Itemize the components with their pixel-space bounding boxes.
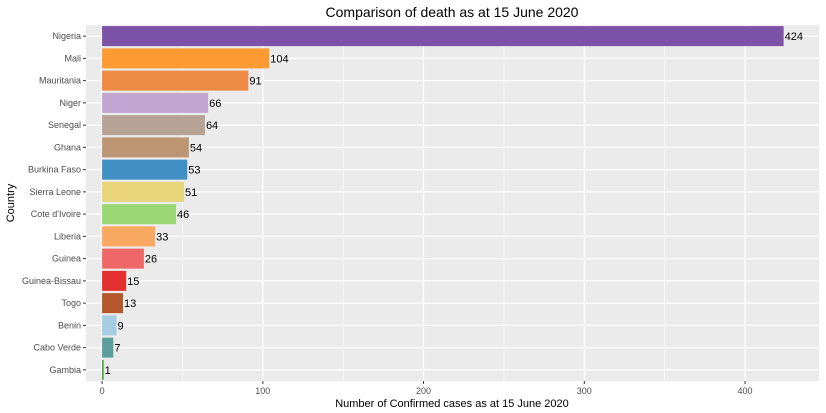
- y-tick-label: Cote d'Ivoire: [31, 209, 81, 219]
- y-tick-label: Togo: [61, 298, 81, 308]
- data-label: 15: [127, 276, 139, 288]
- y-tick-label: Benin: [58, 320, 81, 330]
- bar: [102, 159, 188, 180]
- y-axis-title: Country: [5, 183, 17, 222]
- chart-title: Comparison of death as at 15 June 2020: [326, 4, 579, 20]
- y-tick-label: Liberia: [54, 231, 81, 241]
- data-label: 51: [185, 187, 197, 199]
- bar: [102, 70, 249, 91]
- bar: [102, 337, 114, 358]
- bar: [102, 270, 127, 291]
- x-tick-label: 200: [416, 386, 431, 396]
- data-label: 54: [190, 142, 202, 154]
- bar: [102, 92, 209, 113]
- x-axis-title: Number of Confirmed cases as at 15 June …: [335, 398, 569, 410]
- x-tick-label: 0: [100, 386, 105, 396]
- x-tick-label: 300: [577, 386, 592, 396]
- y-tick-label: Ghana: [54, 142, 81, 152]
- bar: [102, 226, 156, 247]
- x-tick-label: 400: [738, 386, 753, 396]
- data-label: 9: [118, 320, 124, 332]
- x-tick-label: 100: [255, 386, 270, 396]
- data-label: 91: [249, 76, 261, 88]
- bar: [102, 248, 144, 269]
- data-label: 66: [209, 98, 221, 110]
- data-label: 104: [270, 53, 288, 65]
- data-label: 53: [188, 165, 200, 177]
- data-label: 1: [105, 365, 111, 377]
- bar: [102, 137, 189, 158]
- bar: [102, 204, 177, 225]
- y-tick-label: Sierra Leone: [29, 187, 81, 197]
- data-label: 33: [156, 231, 168, 243]
- y-tick-label: Guinea: [52, 254, 81, 264]
- bar: [102, 26, 784, 47]
- data-label: 64: [206, 120, 218, 132]
- data-label: 46: [177, 209, 189, 221]
- x-axis-ticks: 0 100 200 300 400: [100, 381, 753, 396]
- data-label: 26: [145, 254, 157, 266]
- y-tick-label: Mali: [64, 53, 81, 63]
- bar: [102, 293, 123, 314]
- bar: [102, 359, 104, 380]
- bar: [102, 181, 185, 202]
- y-tick-label: Cabo Verde: [33, 343, 81, 353]
- data-labels: 424 104 91 66 64 54 53 51 46 33 26 15 139 71: [105, 31, 803, 377]
- y-tick-label: Senegal: [48, 120, 81, 130]
- y-axis-ticks: Nigeria Mali Mauritania Niger Senegal Ghana Bu…: [22, 31, 86, 375]
- bars: [102, 26, 784, 380]
- y-tick-label: Niger: [59, 98, 81, 108]
- y-tick-label: Gambia: [49, 365, 81, 375]
- bar: [102, 315, 117, 336]
- y-tick-label: Burkina Faso: [28, 165, 81, 175]
- bar: [102, 115, 205, 136]
- data-label: 13: [124, 298, 136, 310]
- bar: [102, 48, 270, 69]
- data-label: 7: [114, 343, 120, 355]
- y-tick-label: Mauritania: [39, 76, 81, 86]
- data-label: 424: [785, 31, 803, 43]
- y-tick-label: Nigeria: [52, 31, 81, 41]
- y-tick-label: Guinea-Bissau: [22, 276, 81, 286]
